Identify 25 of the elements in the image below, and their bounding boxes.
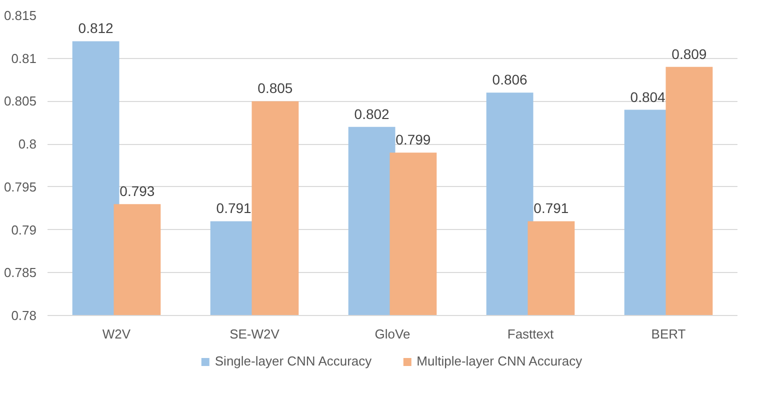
legend-label: Single-layer CNN Accuracy bbox=[214, 354, 372, 368]
data-label: 0.806 bbox=[492, 72, 528, 88]
x-tick-label: GloVe bbox=[374, 326, 410, 342]
data-label: 0.804 bbox=[630, 88, 666, 105]
data-label: 0.799 bbox=[396, 132, 431, 148]
legend-label: Multiple-layer CNN Accuracy bbox=[416, 354, 582, 368]
y-tick-label: 0.79 bbox=[11, 222, 37, 238]
y-tick-label: 0.81 bbox=[11, 50, 37, 66]
data-label: 0.791 bbox=[534, 200, 569, 216]
x-tick-label: SE-W2V bbox=[230, 326, 280, 342]
data-label: 0.793 bbox=[120, 183, 155, 200]
data-label: 0.791 bbox=[216, 200, 252, 216]
data-label: 0.802 bbox=[354, 106, 390, 122]
x-tick-label: Fasttext bbox=[507, 326, 554, 342]
data-label: 0.805 bbox=[258, 80, 293, 96]
y-tick-label: 0.78 bbox=[11, 308, 37, 323]
data-label: 0.812 bbox=[78, 20, 114, 36]
data-label: 0.809 bbox=[672, 46, 707, 62]
y-tick-label: 0.815 bbox=[4, 8, 37, 23]
y-tick-label: 0.785 bbox=[4, 265, 37, 280]
y-tick-label: 0.8 bbox=[18, 136, 37, 152]
x-tick-label: W2V bbox=[102, 326, 131, 342]
x-tick-label: BERT bbox=[651, 326, 686, 342]
y-tick-label: 0.805 bbox=[4, 94, 37, 109]
y-tick-label: 0.795 bbox=[4, 179, 37, 194]
